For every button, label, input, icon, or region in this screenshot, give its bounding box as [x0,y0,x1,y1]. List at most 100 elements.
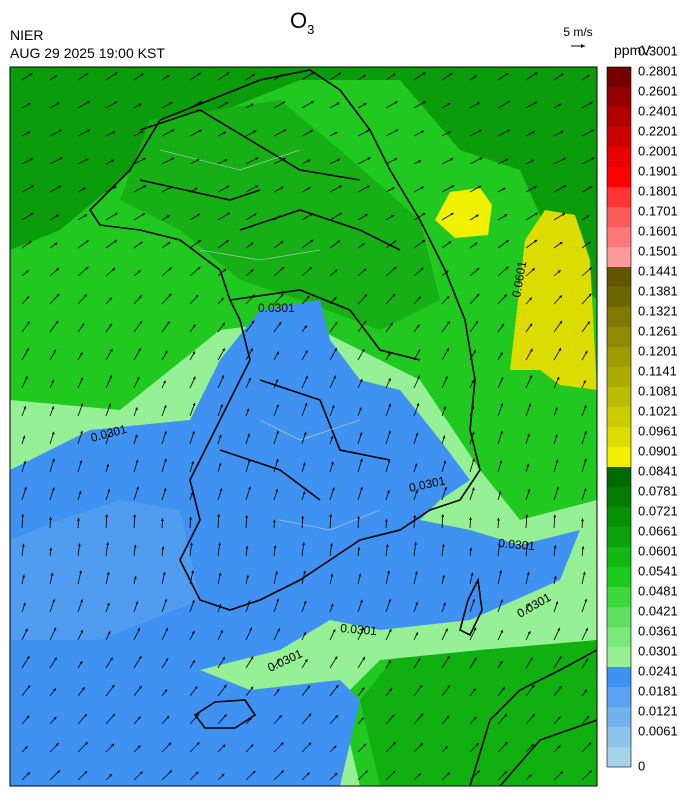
wind-arrow-head [502,686,505,690]
wind-arrow-head [249,627,253,631]
wind-arrow-head [364,214,368,217]
wind-arrow-head [164,689,168,693]
wind-arrow-head [136,376,140,380]
wind-arrow-head [222,656,225,660]
wind-arrow-head [79,570,82,574]
wind-arrow-head [78,491,82,495]
colorbar-label: 0.1261 [638,323,678,338]
wind-arrow-head [197,72,201,76]
wind-arrow-head [255,157,259,161]
wind-arrow-head [420,186,424,190]
wind-arrow-head [586,215,590,219]
wind-arrow-head [192,376,196,380]
wind-arrow-head [553,514,557,518]
wind-arrow-head [53,688,56,692]
wind-arrow-head [528,403,532,407]
colorbar-label: 0.0781 [638,483,678,498]
colorbar-segment [607,507,631,527]
wind-arrow-head [305,375,308,379]
wind-arrow-head [305,350,308,354]
wind-arrow-head [419,743,423,747]
wind-arrow-head [49,517,52,520]
wind-arrow-head [167,321,170,325]
wind-arrow-head [282,101,286,105]
wind-arrow-head [331,461,334,465]
wind-arrow-head [331,405,335,409]
wind-arrow-head [387,459,391,463]
colorbar-frame [606,66,632,768]
colorbar-segment [607,727,631,747]
wind-arrow-head [531,131,535,134]
colorbar: 0 0.0061 0.0121 0.0181 0.0241 0.0301 0.0361 0.0… [606,43,678,773]
wind-arrow-head [168,293,172,297]
wind-arrow-head [280,293,284,297]
wind-arrow-head [223,714,227,718]
wind-arrow-head [420,267,424,271]
wind-arrow-head [442,575,445,578]
colorbar-label: 0.0961 [638,423,678,438]
wind-arrow-head [280,186,284,190]
wind-arrow-head [445,270,449,274]
wind-arrow-head [337,240,341,244]
wind-arrow-head [526,542,529,546]
wind-arrow-head [217,514,221,517]
wind-arrow-head [194,686,198,690]
wind-arrow-head [51,458,55,462]
wind-arrow-head [442,435,446,439]
wind-arrow-head [50,572,54,576]
wind-arrow-head [222,348,225,352]
wind-arrow-head [303,632,306,636]
colorbar-label: 0.3001 [638,43,678,58]
wind-arrow-head [85,240,89,244]
colorbar-label: 0.1141 [638,363,677,378]
wind-arrow-head [392,293,396,297]
wind-arrow-head [475,743,479,746]
wind-arrow-head [226,185,230,189]
wind-arrow-head [169,102,173,105]
jeju [193,699,257,729]
wind-arrow-head [534,101,538,105]
wind-arrow-head [307,187,311,190]
wind-arrow-head [53,349,56,353]
wind-arrow-head [527,433,530,437]
colorbar-label: 0.0421 [638,603,678,618]
wind-arrow-head [529,375,533,379]
wind-arrow-head [142,157,146,161]
wind-arrow-head [304,659,308,663]
colorbar-label: 0 [638,758,645,773]
wind-arrow-head [586,74,590,78]
wind-arrow-head [562,157,566,161]
wind-arrow-head [249,717,252,721]
wind-arrow-head [190,492,194,496]
wind-arrow-head [304,325,307,329]
wind-arrow-head [54,242,58,246]
wind-arrow-head [195,294,199,298]
wind-arrow-head [247,433,251,437]
wind-arrow-head [161,518,164,522]
wind-arrow-head [584,689,587,693]
wind-arrow-head [282,157,286,161]
contour-label: 0.0301 [340,621,378,638]
wind-arrow-head [161,546,165,550]
contour-label: 0.0601 [509,260,529,299]
wind-arrow-head [222,131,226,135]
wind-arrow-head [198,240,202,243]
wind-arrow-head [28,241,32,244]
wind-arrow-head [499,460,503,464]
wind-arrow-head [137,627,140,631]
wind-arrow-head [106,542,109,546]
coastline [88,69,481,611]
wind-arrow-head [360,717,364,721]
wind-arrow-head [563,185,567,188]
wind-arrow-head [478,185,482,189]
wind-arrow-head [53,75,57,79]
wind-arrow-head [52,599,55,603]
colorbar-label: 0.1901 [638,163,678,178]
wind-arrow-head [363,268,367,272]
wind-arrow-head [276,659,280,663]
wind-arrow-head [358,573,362,577]
wind-arrow-head [422,101,426,104]
colorbar-segment [607,567,631,587]
wind-arrow-head [253,130,257,134]
wind-arrow-head [218,572,222,576]
